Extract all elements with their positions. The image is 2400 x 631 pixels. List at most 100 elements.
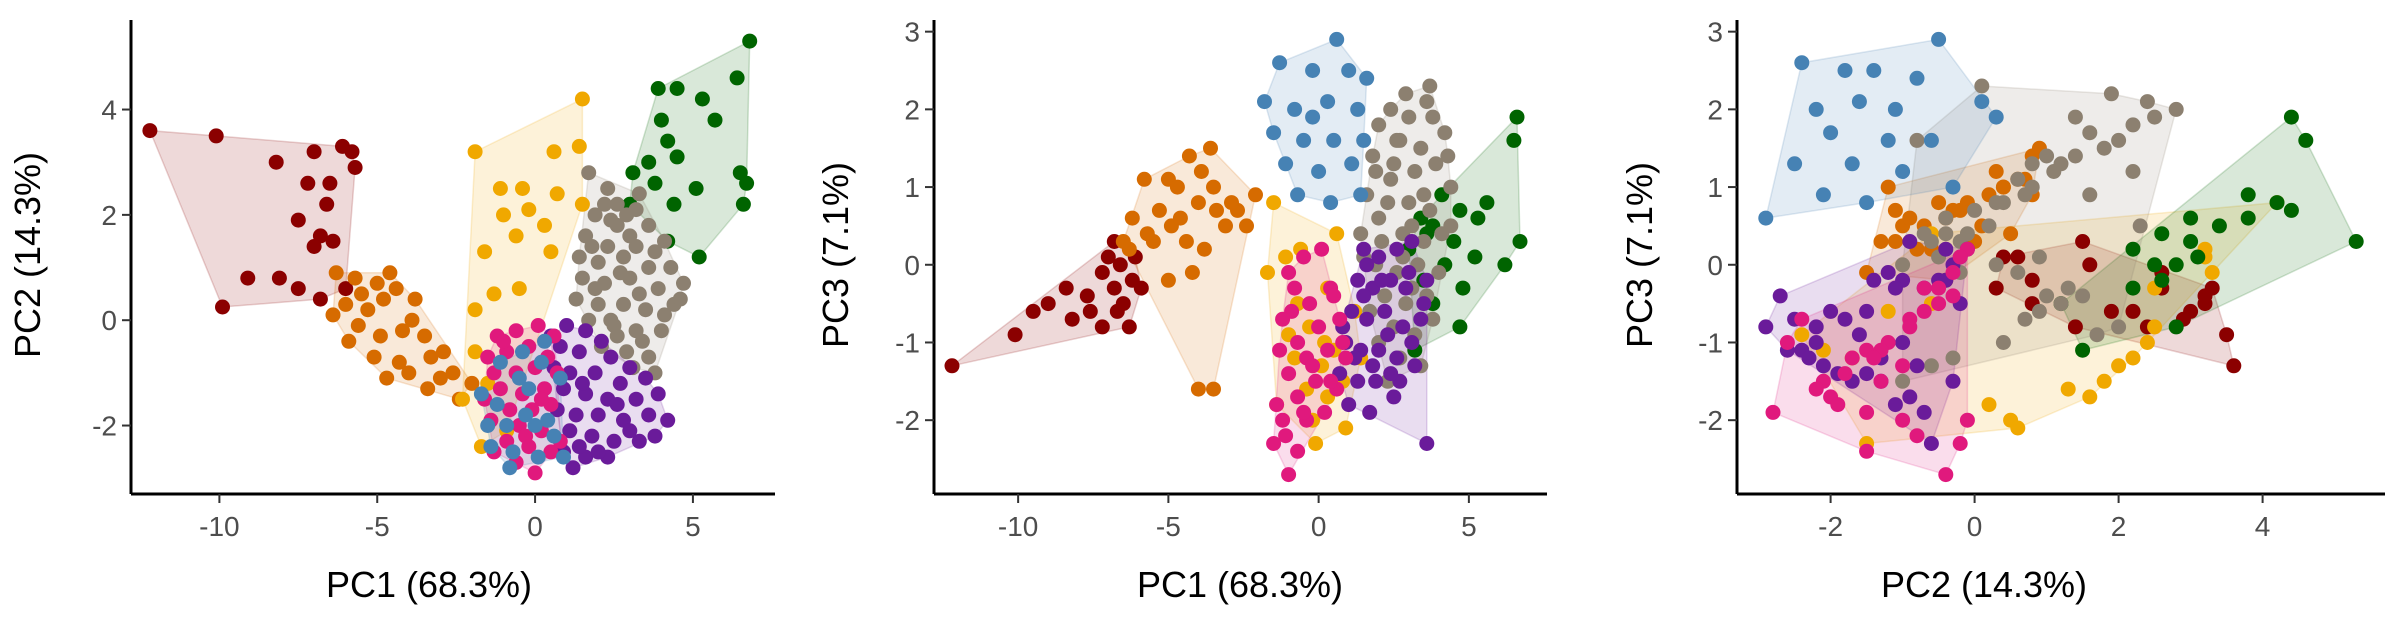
x-axis-title: PC1 (68.3%) xyxy=(326,564,532,605)
data-point xyxy=(1967,202,1983,218)
data-point xyxy=(590,407,606,423)
data-point xyxy=(1380,327,1396,343)
y-tick-label: 3 xyxy=(904,17,920,48)
data-point xyxy=(1506,132,1522,148)
data-point xyxy=(1407,164,1423,179)
data-point xyxy=(455,391,470,407)
data-point xyxy=(2147,109,2163,125)
data-point xyxy=(1124,210,1140,226)
data-point xyxy=(1323,373,1339,389)
data-point xyxy=(1887,280,1903,296)
data-point xyxy=(1338,420,1354,436)
y-tick-label: 2 xyxy=(101,200,117,231)
data-point xyxy=(1801,350,1817,366)
data-point xyxy=(1995,179,2011,195)
data-point xyxy=(1377,303,1393,319)
data-point xyxy=(1416,296,1432,312)
x-tick-label: 0 xyxy=(1967,511,1983,542)
data-point xyxy=(1779,335,1795,350)
data-point xyxy=(1452,202,1468,218)
data-point xyxy=(1938,467,1954,483)
data-point xyxy=(347,270,363,286)
data-point xyxy=(338,296,354,312)
data-point xyxy=(1386,389,1402,405)
data-point xyxy=(1880,303,1896,319)
data-point xyxy=(1859,404,1875,420)
data-point xyxy=(347,160,363,175)
data-point xyxy=(271,270,287,286)
y-tick-label: 2 xyxy=(904,94,920,125)
data-point xyxy=(511,281,527,297)
data-point xyxy=(306,144,322,160)
hull-layer xyxy=(951,38,1521,477)
data-point xyxy=(473,386,489,402)
data-point xyxy=(2103,86,2119,102)
data-point xyxy=(2154,226,2170,242)
data-point xyxy=(1988,195,2004,211)
data-point xyxy=(1830,397,1846,413)
data-point xyxy=(1931,31,1947,47)
data-point xyxy=(1974,94,1990,110)
data-point xyxy=(1356,241,1372,257)
data-point xyxy=(1371,210,1387,226)
y-tick-label: -1 xyxy=(1698,327,1723,358)
data-point xyxy=(1887,101,1903,117)
data-point xyxy=(1281,467,1297,483)
data-point xyxy=(1437,125,1453,141)
data-point xyxy=(2067,148,2083,164)
data-point xyxy=(1398,296,1414,312)
data-point xyxy=(1266,125,1282,141)
data-point xyxy=(2125,350,2141,366)
data-point xyxy=(663,260,679,275)
data-point xyxy=(1359,257,1375,273)
data-point xyxy=(546,144,562,160)
data-point xyxy=(1353,226,1369,242)
data-point xyxy=(1758,210,1774,226)
data-point xyxy=(2075,288,2091,304)
data-point xyxy=(1386,156,1402,172)
data-point xyxy=(496,333,511,349)
data-point xyxy=(1224,195,1239,211)
data-point xyxy=(499,418,515,433)
data-point xyxy=(1952,202,1968,218)
data-point xyxy=(1094,319,1110,335)
data-point xyxy=(1945,265,1961,280)
data-point xyxy=(401,365,417,381)
data-point xyxy=(1151,202,1167,218)
y-tick-label: -2 xyxy=(895,405,920,436)
data-point xyxy=(208,128,224,144)
data-point xyxy=(1895,358,1911,374)
data-point xyxy=(372,328,388,344)
data-point xyxy=(1938,226,1954,242)
data-point xyxy=(2082,389,2098,405)
data-point xyxy=(1916,404,1932,420)
data-point xyxy=(1413,311,1429,327)
data-point xyxy=(1844,156,1860,172)
data-point xyxy=(546,428,562,444)
data-point xyxy=(735,196,751,212)
data-point xyxy=(2017,311,2033,327)
data-point xyxy=(1873,373,1889,389)
data-point xyxy=(1359,311,1375,327)
data-point xyxy=(603,349,619,365)
data-point xyxy=(290,212,306,228)
data-point xyxy=(638,302,654,318)
data-point xyxy=(502,402,518,418)
data-point xyxy=(1440,148,1456,164)
data-point xyxy=(2024,272,2040,288)
data-point xyxy=(1974,78,1990,94)
data-point xyxy=(1815,187,1831,203)
data-point xyxy=(1823,125,1839,141)
y-axis-title: PC3 (7.1%) xyxy=(1619,162,1660,348)
data-point xyxy=(1787,156,1803,172)
data-point xyxy=(486,286,502,302)
x-tick-label: -10 xyxy=(199,511,239,542)
data-point xyxy=(1931,280,1947,296)
data-point xyxy=(562,423,578,439)
data-point xyxy=(1308,373,1324,389)
data-point xyxy=(1281,265,1297,280)
data-point xyxy=(1808,101,1824,117)
data-point xyxy=(2240,210,2256,226)
data-point xyxy=(432,370,448,386)
group-hull-6 xyxy=(1764,240,1969,445)
